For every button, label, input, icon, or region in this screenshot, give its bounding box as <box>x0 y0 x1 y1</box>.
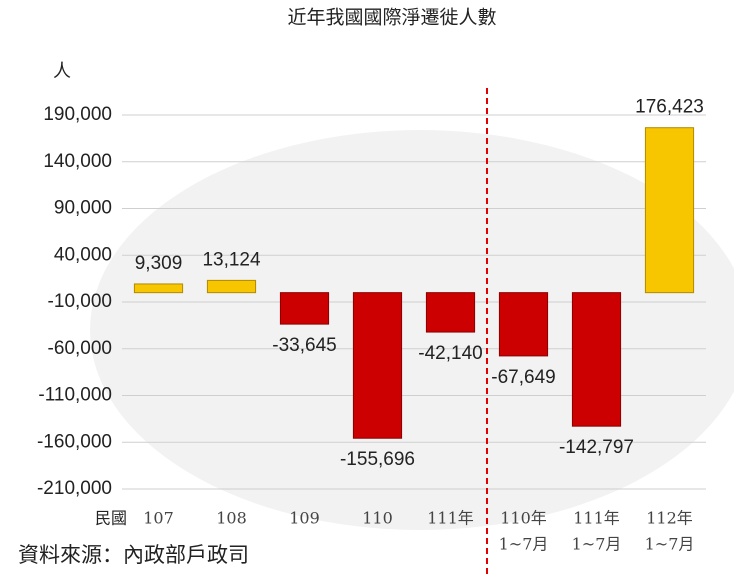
y-tick-label: -160,000 <box>37 431 112 452</box>
bar <box>426 293 474 332</box>
x-tick-label: 107 <box>143 509 174 528</box>
bar <box>572 293 620 427</box>
value-label: 9,309 <box>135 253 183 274</box>
x-tick-label: 110 <box>362 509 393 528</box>
value-label: 13,124 <box>202 249 261 270</box>
x-tick-label: 111年 <box>427 509 474 528</box>
y-tick-label: -210,000 <box>37 478 112 499</box>
x-tick-label: 109 <box>289 509 320 528</box>
bar <box>207 280 255 292</box>
x-tick-label: 110年 <box>500 509 547 528</box>
x-prefix-label: 民國 <box>95 509 127 528</box>
bar <box>499 293 547 356</box>
value-label: -155,696 <box>340 449 415 470</box>
y-tick-label: -60,000 <box>48 338 112 359</box>
x-tick-label: 111年 <box>573 509 620 528</box>
value-label: -42,140 <box>418 343 482 364</box>
x-tick-label: 108 <box>216 509 247 528</box>
x-tick-label: 112年 <box>646 509 693 528</box>
bar <box>353 293 401 439</box>
y-tick-label: 90,000 <box>54 198 112 219</box>
x-tick-label: 1~7月 <box>572 535 622 554</box>
y-tick-label: 140,000 <box>43 151 112 172</box>
bar <box>280 293 328 324</box>
y-tick-label: -110,000 <box>38 385 112 406</box>
value-label: -33,645 <box>272 335 336 356</box>
y-tick-label: 40,000 <box>54 244 112 265</box>
bar <box>134 284 182 293</box>
x-tick-label: 1~7月 <box>499 535 549 554</box>
y-tick-label: -10,000 <box>48 291 112 312</box>
bar <box>645 128 693 293</box>
y-unit-label: 人 <box>53 61 71 82</box>
y-tick-label: 190,000 <box>43 104 112 125</box>
source-note: 資料來源：內政部戶政司 <box>18 543 249 567</box>
value-label: -67,649 <box>491 367 555 388</box>
value-label: -142,797 <box>559 437 634 458</box>
chart: 近年我國國際淨遷徙人數 人 資料來源：內政部戶政司 民國 -210,000 -16… <box>0 0 734 578</box>
value-label: 176,423 <box>635 97 704 118</box>
chart-title: 近年我國國際淨遷徙人數 <box>287 7 496 29</box>
x-tick-label: 1~7月 <box>645 535 695 554</box>
